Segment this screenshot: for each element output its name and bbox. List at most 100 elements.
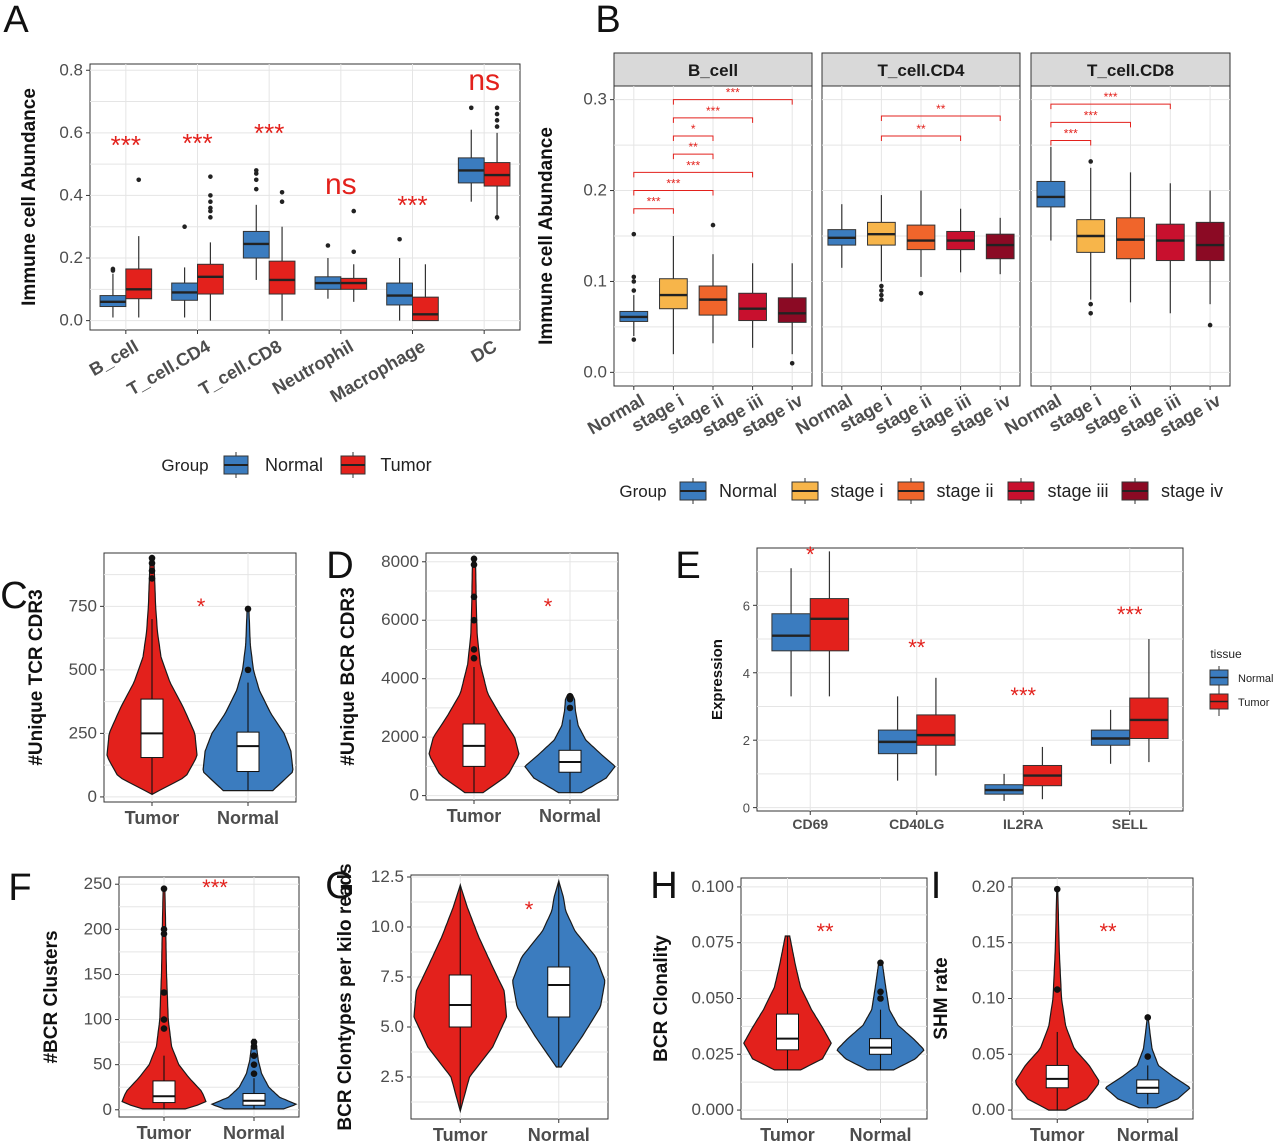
outlier-point — [631, 288, 637, 293]
outlier-point — [494, 111, 500, 117]
box-tumor — [340, 208, 368, 302]
y-tick-label: 0.075 — [691, 933, 734, 952]
box-body — [906, 224, 936, 251]
inner-box — [140, 698, 164, 759]
outlier-point — [253, 177, 259, 183]
inner-box — [869, 1038, 892, 1055]
bracket-label: ** — [936, 102, 946, 116]
y-tick-label: 2000 — [381, 727, 419, 746]
significance-bracket — [1050, 140, 1092, 146]
y-axis-label: SHM rate — [931, 957, 952, 1039]
y-tick-label: 0.4 — [59, 185, 83, 204]
outlier-point — [1088, 310, 1093, 316]
panel-letter-a: A — [3, 0, 29, 41]
box-body — [412, 296, 439, 322]
significance-label: *** — [182, 128, 212, 158]
y-tick-label: 750 — [69, 596, 97, 615]
y-tick-label: 0.20 — [972, 877, 1005, 896]
box-body — [197, 263, 224, 295]
x-tick-label: Normal — [217, 808, 279, 828]
outlier-point — [208, 205, 213, 211]
y-axis-label: Immune cell Abundance — [19, 88, 40, 306]
outlier-point — [148, 554, 156, 562]
panel-letter-g: G — [325, 865, 355, 907]
outlier-point — [148, 559, 156, 567]
panel-d: 0 2000 4000 6000 8000 #Unique BCR CDR3 Tumor No… — [338, 552, 619, 826]
outlier-point — [279, 190, 285, 195]
y-tick-label: 0.05 — [972, 1044, 1005, 1063]
outlier-point — [250, 1043, 258, 1050]
outlier-point — [470, 616, 478, 624]
significance-label: *** — [1117, 602, 1143, 627]
inner-box — [1136, 1079, 1160, 1094]
outlier-point — [877, 995, 884, 1002]
panel-i: 0.00 0.05 0.10 0.15 0.20 SHM rate Tumor Normal *… — [931, 877, 1194, 1145]
x-tick-label: CD69 — [792, 816, 828, 832]
outlier-point — [1053, 986, 1061, 993]
box-tumor — [1129, 639, 1169, 763]
legend-label-1: stage i — [830, 481, 883, 501]
outlier-point — [1144, 1053, 1152, 1060]
outlier-point — [710, 222, 716, 228]
violin-normal — [210, 1038, 298, 1110]
y-tick-label: 0.025 — [691, 1044, 734, 1063]
box-stage-iii — [738, 263, 767, 348]
outlier-point — [279, 199, 285, 204]
inner-box — [1045, 1064, 1069, 1089]
y-tick-label: 0.6 — [59, 123, 83, 142]
box-normal — [242, 168, 270, 280]
outlier-point — [470, 555, 478, 563]
box-body — [268, 260, 296, 295]
significance-label: ** — [908, 635, 926, 660]
box-normal — [984, 773, 1024, 801]
panel-letter-b: B — [595, 0, 620, 41]
x-tick-label: Tumor — [760, 1125, 815, 1145]
box-Normal — [827, 204, 857, 268]
box-stage-i — [1076, 159, 1106, 316]
outlier-point — [879, 288, 884, 293]
outlier-point — [250, 1061, 258, 1068]
box-body — [1155, 223, 1185, 262]
box-stage-iv — [777, 263, 807, 366]
legend-label-tumor: Tumor — [380, 455, 431, 475]
outlier-point — [631, 337, 637, 342]
outlier-point — [397, 236, 402, 242]
significance-bracket — [672, 153, 714, 160]
panel-letter-d: D — [326, 545, 353, 587]
inner-box — [152, 1080, 176, 1104]
panel-letter-c: C — [0, 575, 27, 617]
legend-label-normal: Normal — [1238, 673, 1273, 685]
y-tick-label: 0.100 — [691, 877, 734, 896]
outlier-point — [1053, 885, 1061, 893]
significance-bracket — [633, 171, 754, 178]
y-tick-label: 0.1 — [583, 271, 607, 290]
outlier-point — [208, 193, 213, 198]
outlier-point — [877, 959, 884, 967]
legend-label-0: Normal — [719, 481, 777, 501]
panel-letter-f: F — [8, 867, 31, 909]
box-tumor — [268, 190, 296, 321]
box-normal — [386, 236, 414, 321]
violin-normal — [524, 692, 616, 794]
y-tick-label: 250 — [69, 723, 97, 742]
y-tick-label: 6 — [743, 598, 750, 613]
significance-bracket — [633, 190, 714, 196]
outlier-point — [351, 249, 357, 255]
outlier-point — [160, 1016, 168, 1023]
y-axis-label: #Unique TCR CDR3 — [26, 589, 47, 765]
violin-normal — [512, 878, 606, 1068]
outlier-point — [182, 224, 187, 230]
outlier-point — [110, 266, 116, 272]
legend-label-2: stage ii — [936, 481, 993, 501]
inner-box — [242, 1093, 266, 1106]
outlier-point — [160, 989, 168, 996]
outlier-point — [208, 215, 213, 220]
y-axis-label: BCR Clonality — [651, 935, 672, 1062]
box-stage-ii — [1116, 172, 1145, 303]
significance-label: *** — [397, 190, 427, 220]
y-tick-label: 0 — [103, 1100, 112, 1119]
y-tick-label: 0 — [743, 801, 750, 816]
facet-title: B_cell — [688, 61, 738, 80]
